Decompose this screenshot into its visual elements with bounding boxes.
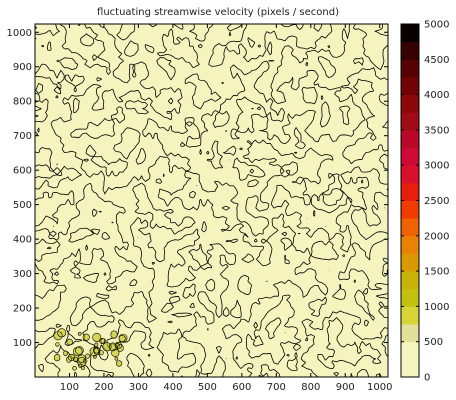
- x-tick-label: 300: [129, 382, 148, 393]
- colorbar-level: [401, 182, 419, 201]
- colorbar-tick-label: 0: [424, 373, 430, 384]
- x-tick-label: 400: [163, 382, 182, 393]
- colorbar-tick-label: 500: [424, 337, 443, 348]
- colorbar-ticks: 0 500 1000 1500 2000 2500 3000 3500 4000 4500 5000: [401, 20, 449, 384]
- colorbar-level: [401, 271, 419, 290]
- colorbar-level: [401, 306, 419, 325]
- high-velocity-patches: [53, 328, 128, 371]
- y-tick-label: 100: [13, 338, 32, 349]
- colorbar-tick-label: 1500: [424, 267, 449, 278]
- colorbar-level: [401, 165, 419, 184]
- colorbar-level: [401, 24, 419, 43]
- chart-title: fluctuating streamwise velocity (pixels …: [97, 7, 339, 18]
- colorbar-tick-label: 3500: [424, 125, 449, 136]
- colorbar: 0 500 1000 1500 2000 2500 3000 3500 4000 4500 5000: [400, 20, 449, 384]
- colorbar-level: [401, 341, 419, 378]
- colorbar-level: [401, 94, 419, 113]
- colorbar-level: [401, 324, 419, 343]
- x-tick-label: 100: [60, 382, 79, 393]
- colorbar-tick-label: 4000: [424, 90, 449, 101]
- y-tick-label: 800: [13, 97, 32, 108]
- y-tick-label: 1000: [7, 28, 32, 39]
- y-tick-label: 400: [13, 235, 32, 246]
- colorbar-tick-label: 3000: [424, 161, 449, 172]
- colorbar-level: [401, 200, 419, 219]
- plot-frame: [34, 23, 389, 378]
- y-tick-label: 900: [13, 62, 32, 73]
- x-tick-label: 900: [336, 382, 355, 393]
- y-tick-label: 600: [13, 166, 32, 177]
- colorbar-level: [401, 112, 419, 131]
- contour-lines: [34, 23, 389, 378]
- colorbar-tick-label: 5000: [424, 20, 449, 31]
- colorbar-level: [401, 253, 419, 272]
- x-tick-label: 700: [267, 382, 286, 393]
- colorbar-levels: [401, 24, 419, 378]
- colorbar-tick-label: 4500: [424, 55, 449, 66]
- y-tick-label: 200: [13, 304, 32, 315]
- colorbar-level: [401, 41, 419, 60]
- y-axis: 100 200 300 400 500 600 700 800 900 1000: [7, 28, 388, 349]
- colorbar-level: [401, 288, 419, 307]
- colorbar-tick-label: 1000: [424, 302, 449, 313]
- colorbar-level: [401, 147, 419, 166]
- x-tick-label: 600: [232, 382, 251, 393]
- y-tick-label: 700: [13, 131, 32, 142]
- contour-path: [34, 23, 389, 378]
- y-tick-label: 300: [13, 269, 32, 280]
- x-tick-label: 800: [301, 382, 320, 393]
- colorbar-level: [401, 235, 419, 254]
- y-tick-label: 500: [13, 200, 32, 211]
- colorbar-tick-label: 2000: [424, 231, 449, 242]
- colorbar-level: [401, 129, 419, 148]
- x-tick-label: 1000: [367, 382, 392, 393]
- colorbar-level: [401, 218, 419, 237]
- colorbar-level: [401, 59, 419, 78]
- colorbar-tick-label: 2500: [424, 196, 449, 207]
- x-tick-label: 200: [94, 382, 113, 393]
- plot-area: 100 200 300 400 500 600 700 800 900 1000 100 200 30…: [7, 23, 392, 393]
- colorbar-level: [401, 76, 419, 95]
- x-axis: 100 200 300 400 500 600 700 800 900 1000: [60, 24, 392, 393]
- x-tick-label: 500: [198, 382, 217, 393]
- plot-background: [35, 24, 388, 377]
